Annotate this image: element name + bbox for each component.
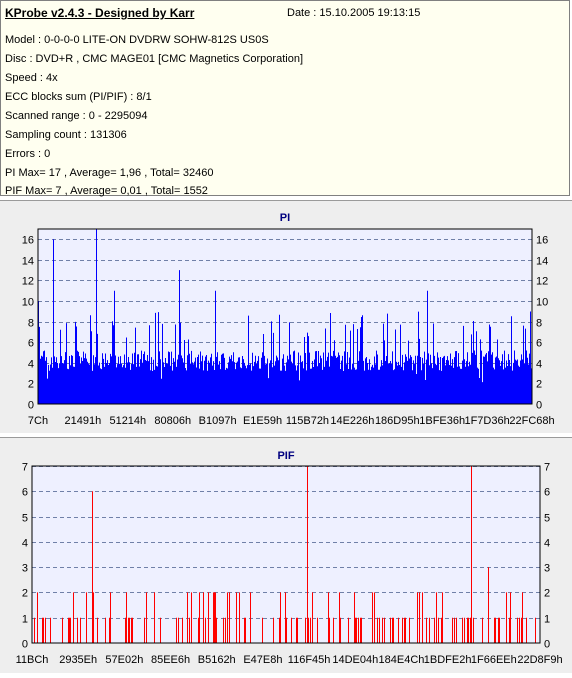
pif-y-tick-label-right: 1 <box>544 614 550 626</box>
pif-x-tick-label: B5162h <box>198 654 236 666</box>
pi-y-tick-label: 12 <box>22 276 34 288</box>
pi-x-tick-label: 22FC68h <box>509 415 554 427</box>
pif-stats-line: PIF Max= 7 , Average= 0,01 , Total= 1552 <box>5 185 208 197</box>
pi-x-tick-label: B1097h <box>199 415 237 427</box>
scan-date: Date : 15.10.2005 19:13:15 <box>287 7 421 19</box>
pi-plot-frame <box>37 228 533 405</box>
pif-x-tick-label: 22D8F9h <box>517 654 562 666</box>
pif-x-tick-label: E47E8h <box>243 654 282 666</box>
pif-y-tick-label: 3 <box>22 563 28 575</box>
sampling-line: Sampling count : 131306 <box>5 129 127 141</box>
pif-y-tick-label: 4 <box>22 538 28 550</box>
pif-y-tick-label-right: 7 <box>544 462 550 474</box>
pif-y-tick-label-right: 5 <box>544 513 550 525</box>
pif-y-tick-label-right: 6 <box>544 487 550 499</box>
pif-plot-frame <box>31 465 541 644</box>
pi-y-tick-label-right: 14 <box>536 256 548 268</box>
pif-y-tick-label: 0 <box>22 639 28 651</box>
pi-stats-line: PI Max= 17 , Average= 1,96 , Total= 3246… <box>5 167 214 179</box>
pif-x-tick-label: 11BCh <box>16 654 49 666</box>
pif-y-tick-label: 2 <box>22 588 28 600</box>
pi-x-tick-label: 51214h <box>109 415 146 427</box>
pi-x-tick-label: 21491h <box>65 415 102 427</box>
pif-y-tick-label-right: 4 <box>544 538 550 550</box>
pi-y-tick-label-right: 6 <box>536 338 542 350</box>
errors-line: Errors : 0 <box>5 148 51 160</box>
disc-line: Disc : DVD+R , CMC MAGE01 [CMC Magnetics… <box>5 53 303 65</box>
speed-line: Speed : 4x <box>5 72 58 84</box>
info-panel: KProbe v2.4.3 - Designed by Karr Date : … <box>0 0 570 197</box>
pif-x-tick-label: 85EE6h <box>151 654 190 666</box>
pif-bars <box>34 466 536 643</box>
pi-y-tick-label: 6 <box>28 338 34 350</box>
pi-y-tick-label: 4 <box>28 359 34 371</box>
model-line: Model : 0-0-0-0 LITE-ON DVDRW SOHW-812S … <box>5 34 269 46</box>
pi-y-tick-label-right: 16 <box>536 235 548 247</box>
pi-y-tick-label-right: 12 <box>536 276 548 288</box>
pif-chart-panel: PIF 0 0 1 1 2 2 3 3 4 4 5 5 6 6 7 7 11BCh 2935Eh 57E02h 85EE… <box>0 437 572 673</box>
pif-y-tick-label-right: 2 <box>544 588 550 600</box>
pif-y-tick-label: 5 <box>22 513 28 525</box>
pi-y-tick-label: 14 <box>22 256 34 268</box>
pi-x-tick-label: 1BFE36h <box>419 415 465 427</box>
pi-bars <box>38 229 532 404</box>
pif-x-tick-label: 1F66EEh <box>471 654 517 666</box>
pi-chart-title: PI <box>280 212 290 224</box>
pif-chart: PIF 0 0 1 1 2 2 3 3 4 4 5 5 6 6 7 7 11BCh 2935Eh 57E02h 85EE… <box>16 450 563 666</box>
pi-y-tick-label-right: 2 <box>536 379 542 391</box>
pif-x-tick-label: 57E02h <box>105 654 143 666</box>
pi-chart-panel: PI 0 0 2 2 4 4 6 6 8 8 10 10 12 12 14 14 16 16 7Ch 21491h 512… <box>0 200 572 433</box>
pi-x-tick-label: 1F7D36h <box>464 415 509 427</box>
pi-chart: PI 0 0 2 2 4 4 6 6 8 8 10 10 12 12 14 14 16 16 7Ch 21491h 512… <box>22 212 555 427</box>
pi-y-tick-label: 10 <box>22 297 34 309</box>
pi-x-tick-label: 115B72h <box>286 415 329 427</box>
pif-x-tick-label: 14DE04h <box>332 654 378 666</box>
pi-y-tick-label: 16 <box>22 235 34 247</box>
pi-x-tick-label: 80806h <box>154 415 191 427</box>
pi-y-tick-label: 2 <box>28 379 34 391</box>
pi-y-tick-label-right: 8 <box>536 318 542 330</box>
pif-y-tick-label-right: 3 <box>544 563 550 575</box>
pi-x-tick-label: 14E226h <box>330 415 374 427</box>
pi-x-tick-label: E1E59h <box>243 415 282 427</box>
pi-x-tick-label: 186D95h <box>375 415 420 427</box>
pif-x-tick-label: 2935Eh <box>59 654 97 666</box>
pif-x-tick-label: 1BDFE2h <box>424 654 472 666</box>
pif-y-tick-label: 6 <box>22 487 28 499</box>
pi-y-tick-label-right: 4 <box>536 359 542 371</box>
pif-y-tick-label: 1 <box>22 614 28 626</box>
pi-y-tick-label: 8 <box>28 318 34 330</box>
app-title: KProbe v2.4.3 - Designed by Karr <box>5 6 195 20</box>
range-line: Scanned range : 0 - 2295094 <box>5 110 148 122</box>
pif-y-tick-label-right: 0 <box>544 639 550 651</box>
pi-x-tick-label: 7Ch <box>28 415 48 427</box>
pif-chart-title: PIF <box>277 450 294 462</box>
pi-y-tick-label-right: 10 <box>536 297 548 309</box>
ecc-line: ECC blocks sum (PI/PIF) : 8/1 <box>5 91 152 103</box>
pif-y-tick-label: 7 <box>22 462 28 474</box>
pif-x-tick-label: 184E4Ch <box>379 654 425 666</box>
pi-y-tick-label-right: 0 <box>536 400 542 412</box>
pi-y-tick-label: 0 <box>28 400 34 412</box>
pif-x-tick-label: 116F45h <box>288 654 331 666</box>
